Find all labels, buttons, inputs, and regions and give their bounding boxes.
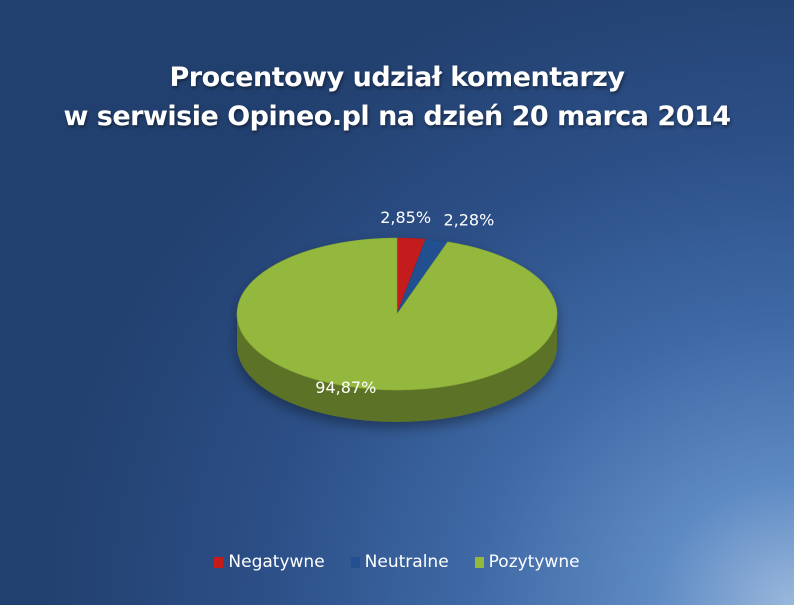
legend-item-negatywne: Negatywne (214, 552, 325, 572)
legend-item-pozytywne: Pozytywne (474, 552, 580, 572)
chart-title-line1: Procentowy udział komentarzy (169, 62, 625, 93)
legend-label-negatywne: Negatywne (228, 552, 325, 572)
legend-swatch-negatywne (214, 556, 224, 568)
legend-label-pozytywne: Pozytywne (488, 552, 580, 572)
legend-item-neutralne: Neutralne (350, 552, 449, 572)
legend-swatch-neutralne (350, 556, 360, 568)
legend-swatch-pozytywne (474, 556, 484, 568)
pie-side-pozytywne (237, 314, 557, 422)
data-label-negatywne: 2,85% (380, 208, 431, 227)
data-label-pozytywne: 94,87% (315, 378, 376, 397)
data-label-neutralne: 2,28% (443, 211, 494, 230)
pie-body (236, 237, 558, 422)
pie-slice-pozytywne (236, 237, 558, 391)
chart-legend: Negatywne Neutralne Pozytywne (0, 552, 794, 572)
chart-title-line2: w serwisie Opineo.pl na dzień 20 marca 2… (63, 101, 731, 132)
legend-label-neutralne: Neutralne (364, 552, 449, 572)
